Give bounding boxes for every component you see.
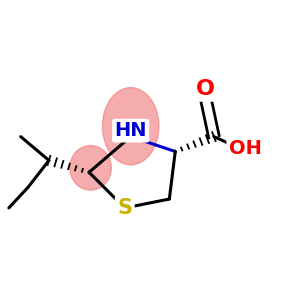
Text: HN: HN [114,121,147,140]
Text: OH: OH [229,139,262,158]
Text: O: O [196,79,214,99]
Text: S: S [117,198,132,218]
Ellipse shape [102,88,159,165]
Ellipse shape [70,146,111,190]
